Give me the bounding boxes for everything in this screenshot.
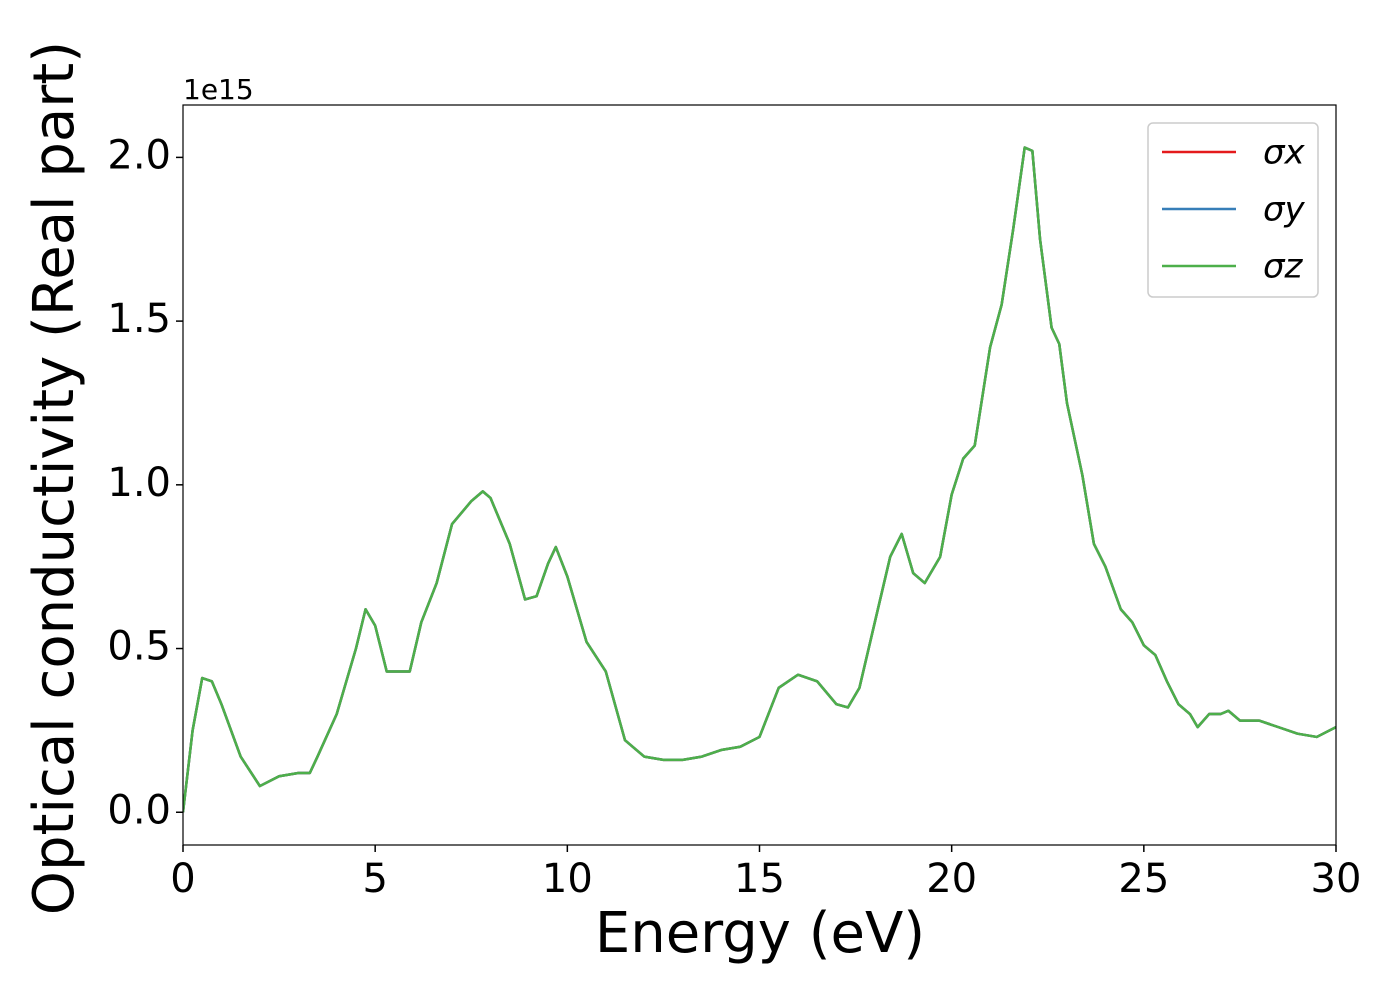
plot-frame (182, 104, 1337, 846)
legend-label: σz (1263, 247, 1304, 287)
x-tick-label: 30 (1311, 856, 1362, 902)
offset-label: 1e15 (183, 73, 254, 106)
y-tick-label: 0.0 (107, 787, 171, 833)
y-tick-label: 0.5 (107, 624, 171, 670)
x-tick-label: 0 (170, 856, 195, 902)
x-axis-label: Energy (eV) (595, 901, 925, 966)
y-tick-label: 1.0 (107, 460, 171, 506)
x-tick-label: 5 (362, 856, 387, 902)
x-tick-label: 20 (926, 856, 977, 902)
line-series (183, 146, 1336, 813)
x-tick-label: 10 (542, 856, 593, 902)
x-tick-label: 25 (1118, 856, 1169, 902)
y-tick-label: 1.5 (107, 296, 171, 342)
legend-label: σy (1263, 190, 1306, 230)
legend-label: σx (1263, 133, 1306, 173)
y-tick-label: 2.0 (107, 132, 171, 178)
y-axis-label: Optical conductivity (Real part) (22, 41, 87, 915)
x-tick-label: 15 (734, 856, 785, 902)
